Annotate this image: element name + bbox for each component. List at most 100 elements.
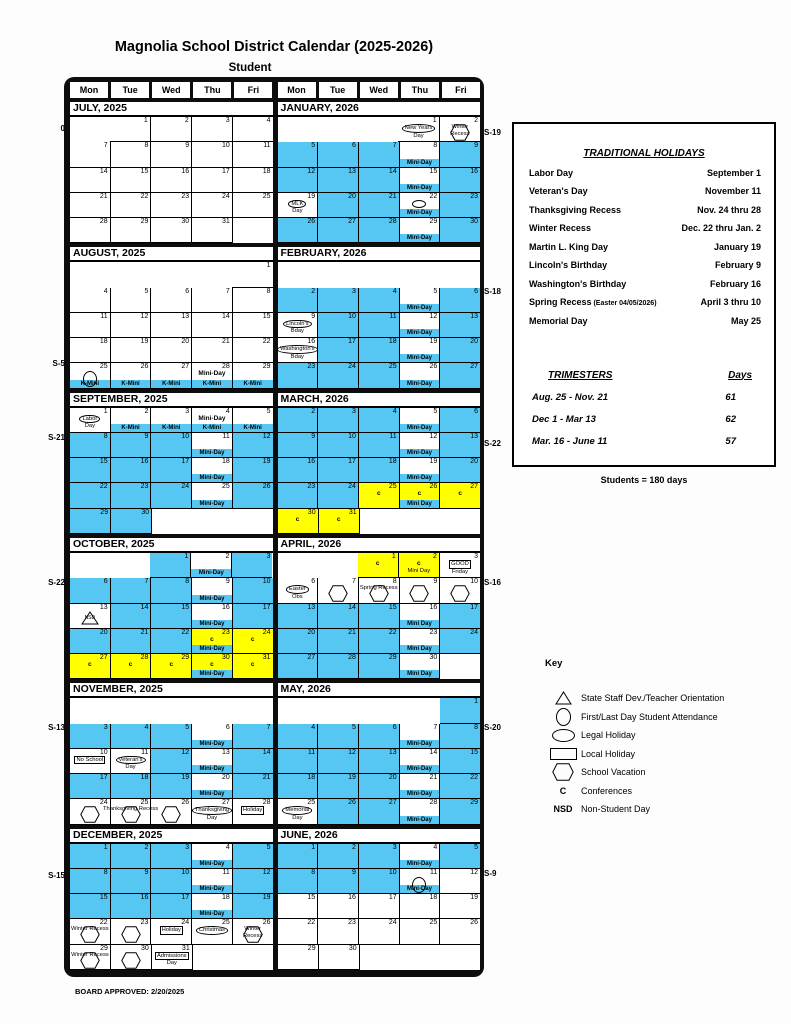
key-symbol-oval xyxy=(545,728,581,742)
week-row: 6 Easter Obs 7 8 Spring Recess 9 10 xyxy=(277,578,481,604)
day-cell: 28 Holiday xyxy=(232,799,273,825)
day-cell: 31 xyxy=(192,218,233,244)
event-label-line1 xyxy=(412,199,427,208)
day-number: 26 xyxy=(470,919,479,927)
week-row: 20 21 22 23 Mini Day 24 xyxy=(277,628,481,655)
month-row-1: 0 JULY, 2025 1 2 3 4 7 8 9 10 11 14 15 16 17 18 21 22 23 24… xyxy=(61,102,501,244)
day-cell-content: Winter Recess xyxy=(440,124,480,141)
day-number: 2 xyxy=(311,407,316,415)
day-cell: 30 Mini Day xyxy=(399,654,441,680)
day-number: 3 xyxy=(392,843,397,851)
event-label-line1: Spring Recess xyxy=(359,585,398,592)
blank-cell xyxy=(318,262,359,288)
event-label-line2: Day xyxy=(166,960,177,967)
event-label-line1: Memorial xyxy=(282,806,313,815)
day-cell: 1 xyxy=(150,552,192,579)
day-number: 27 xyxy=(99,654,108,662)
holiday-row: Memorial Day May 25 xyxy=(514,316,774,326)
mini-day-bar: Mini-Day xyxy=(399,379,440,388)
month-november-2025: NOVEMBER, 2025 3 4 5 6 Mini-Day 7 10 No School 11… xyxy=(70,683,273,825)
week-row: 16 Washington's Bday 17 18 19 Mini-Day 20 xyxy=(277,338,481,364)
day-number: 5 xyxy=(311,142,316,150)
week-row: 22 23 24 25 26 xyxy=(277,919,481,945)
mini-day-bar: Mini-Day xyxy=(399,423,440,432)
day-cell: 12 xyxy=(277,167,319,193)
day-number: 2 xyxy=(432,552,437,560)
event-label-line1: Winter Recess xyxy=(71,951,109,958)
key-symbol-hex xyxy=(545,763,581,781)
day-cell-content xyxy=(233,876,273,893)
day-number: 10 xyxy=(348,432,356,440)
day-number: 17 xyxy=(181,894,190,902)
day-number: 9 xyxy=(433,578,438,586)
school-vacation-hexagon-icon xyxy=(80,926,100,944)
day-cell-content xyxy=(111,611,151,628)
day-cell-content xyxy=(400,345,440,362)
day-cell: 14 xyxy=(192,312,233,339)
key-symbol-c: C xyxy=(559,785,567,796)
day-cell-content xyxy=(233,490,273,507)
blank-cell xyxy=(439,262,480,288)
day-cell: 30 c xyxy=(277,508,319,534)
day-cell-content xyxy=(111,225,151,242)
day-cell-content xyxy=(359,345,399,362)
day-cell: 4 xyxy=(277,723,319,749)
day-cell: 8 xyxy=(110,142,152,168)
day-cell: 19 xyxy=(110,338,152,364)
week-count-label: S-18 xyxy=(484,287,501,297)
day-number: 20 xyxy=(181,338,190,346)
day-number: 1 xyxy=(391,552,396,560)
day-cell-content xyxy=(359,731,399,748)
mini-day-bar: Mini-Day xyxy=(192,739,232,748)
event-label-line2: Obs xyxy=(292,593,303,600)
day-cell: 21 xyxy=(318,628,359,655)
day-cell: 17 xyxy=(358,894,400,920)
day-cell-content xyxy=(318,149,358,166)
day-cell: 19 xyxy=(440,894,481,920)
month-weeks: 1 2 3 4 Mini-Day 5 8 9 10 11 Mini-Day 12 15 16 17 18 Min… xyxy=(70,843,273,970)
weekday-header-row: Mon Tue Wed Thu Fri Mon Tue Wed Thu Fri xyxy=(70,82,480,98)
day-cell: 14 xyxy=(318,603,359,629)
month-row-2: S-5 AUGUST, 2025 1 4 5 6 7 8 11 12 13 14 15 18 19 20 21 2… xyxy=(53,247,501,389)
blank-cell xyxy=(70,698,111,724)
day-cell: 1 xyxy=(70,843,111,869)
day-cell-content xyxy=(233,200,273,217)
day-cell: 6 xyxy=(440,407,481,433)
day-number: 16 xyxy=(222,603,230,611)
holiday-row: Martin L. King Day January 19 xyxy=(514,242,774,252)
day-cell-content xyxy=(151,370,191,387)
day-number: 9 xyxy=(311,432,316,440)
day-cell-content xyxy=(233,415,273,432)
mini-day-bar: Mini-Day xyxy=(192,859,232,868)
day-cell: 2 Mini-Day xyxy=(191,552,233,579)
day-number: 12 xyxy=(262,432,271,440)
day-number: 5 xyxy=(185,723,190,731)
day-cell-content xyxy=(111,926,151,944)
day-number: 7 xyxy=(433,723,438,731)
day-number: 25 xyxy=(388,483,397,491)
day-number: 19 xyxy=(429,458,438,466)
day-cell: 12 xyxy=(232,868,273,895)
month-march-2026: MARCH, 2026 2 3 4 5 Mini-Day 6 9 10 11 12 Mini-Day 1… xyxy=(277,392,481,534)
day-cell-content xyxy=(440,149,480,166)
blank-cell xyxy=(277,117,318,143)
day-cell-content: MLK Day xyxy=(278,199,318,217)
day-cell-content xyxy=(192,465,232,482)
week-row: 2 3 4 5 Mini-Day 6 xyxy=(277,407,481,433)
day-cell-content xyxy=(111,175,151,192)
day-number: 9 xyxy=(311,312,316,320)
holiday-note: (Easter 04/05/2026) xyxy=(591,300,657,307)
day-cell: 5 xyxy=(277,142,319,168)
day-cell: 18 xyxy=(277,774,319,800)
event-label-line1: Thanksgiving xyxy=(191,806,233,815)
day-cell-content xyxy=(278,636,318,653)
day-cell: 18 xyxy=(358,338,400,364)
holiday-name: Winter Recess xyxy=(529,223,591,233)
day-number: 16 xyxy=(429,603,438,611)
day-cell: 7 xyxy=(110,578,152,604)
day-cell: 13 xyxy=(318,167,359,193)
day-cell: 17 xyxy=(151,458,193,484)
event-label-line2: Day xyxy=(206,814,218,821)
event-label-line2: Day xyxy=(84,423,95,430)
day-cell-content: Veteran's Day xyxy=(111,755,151,773)
